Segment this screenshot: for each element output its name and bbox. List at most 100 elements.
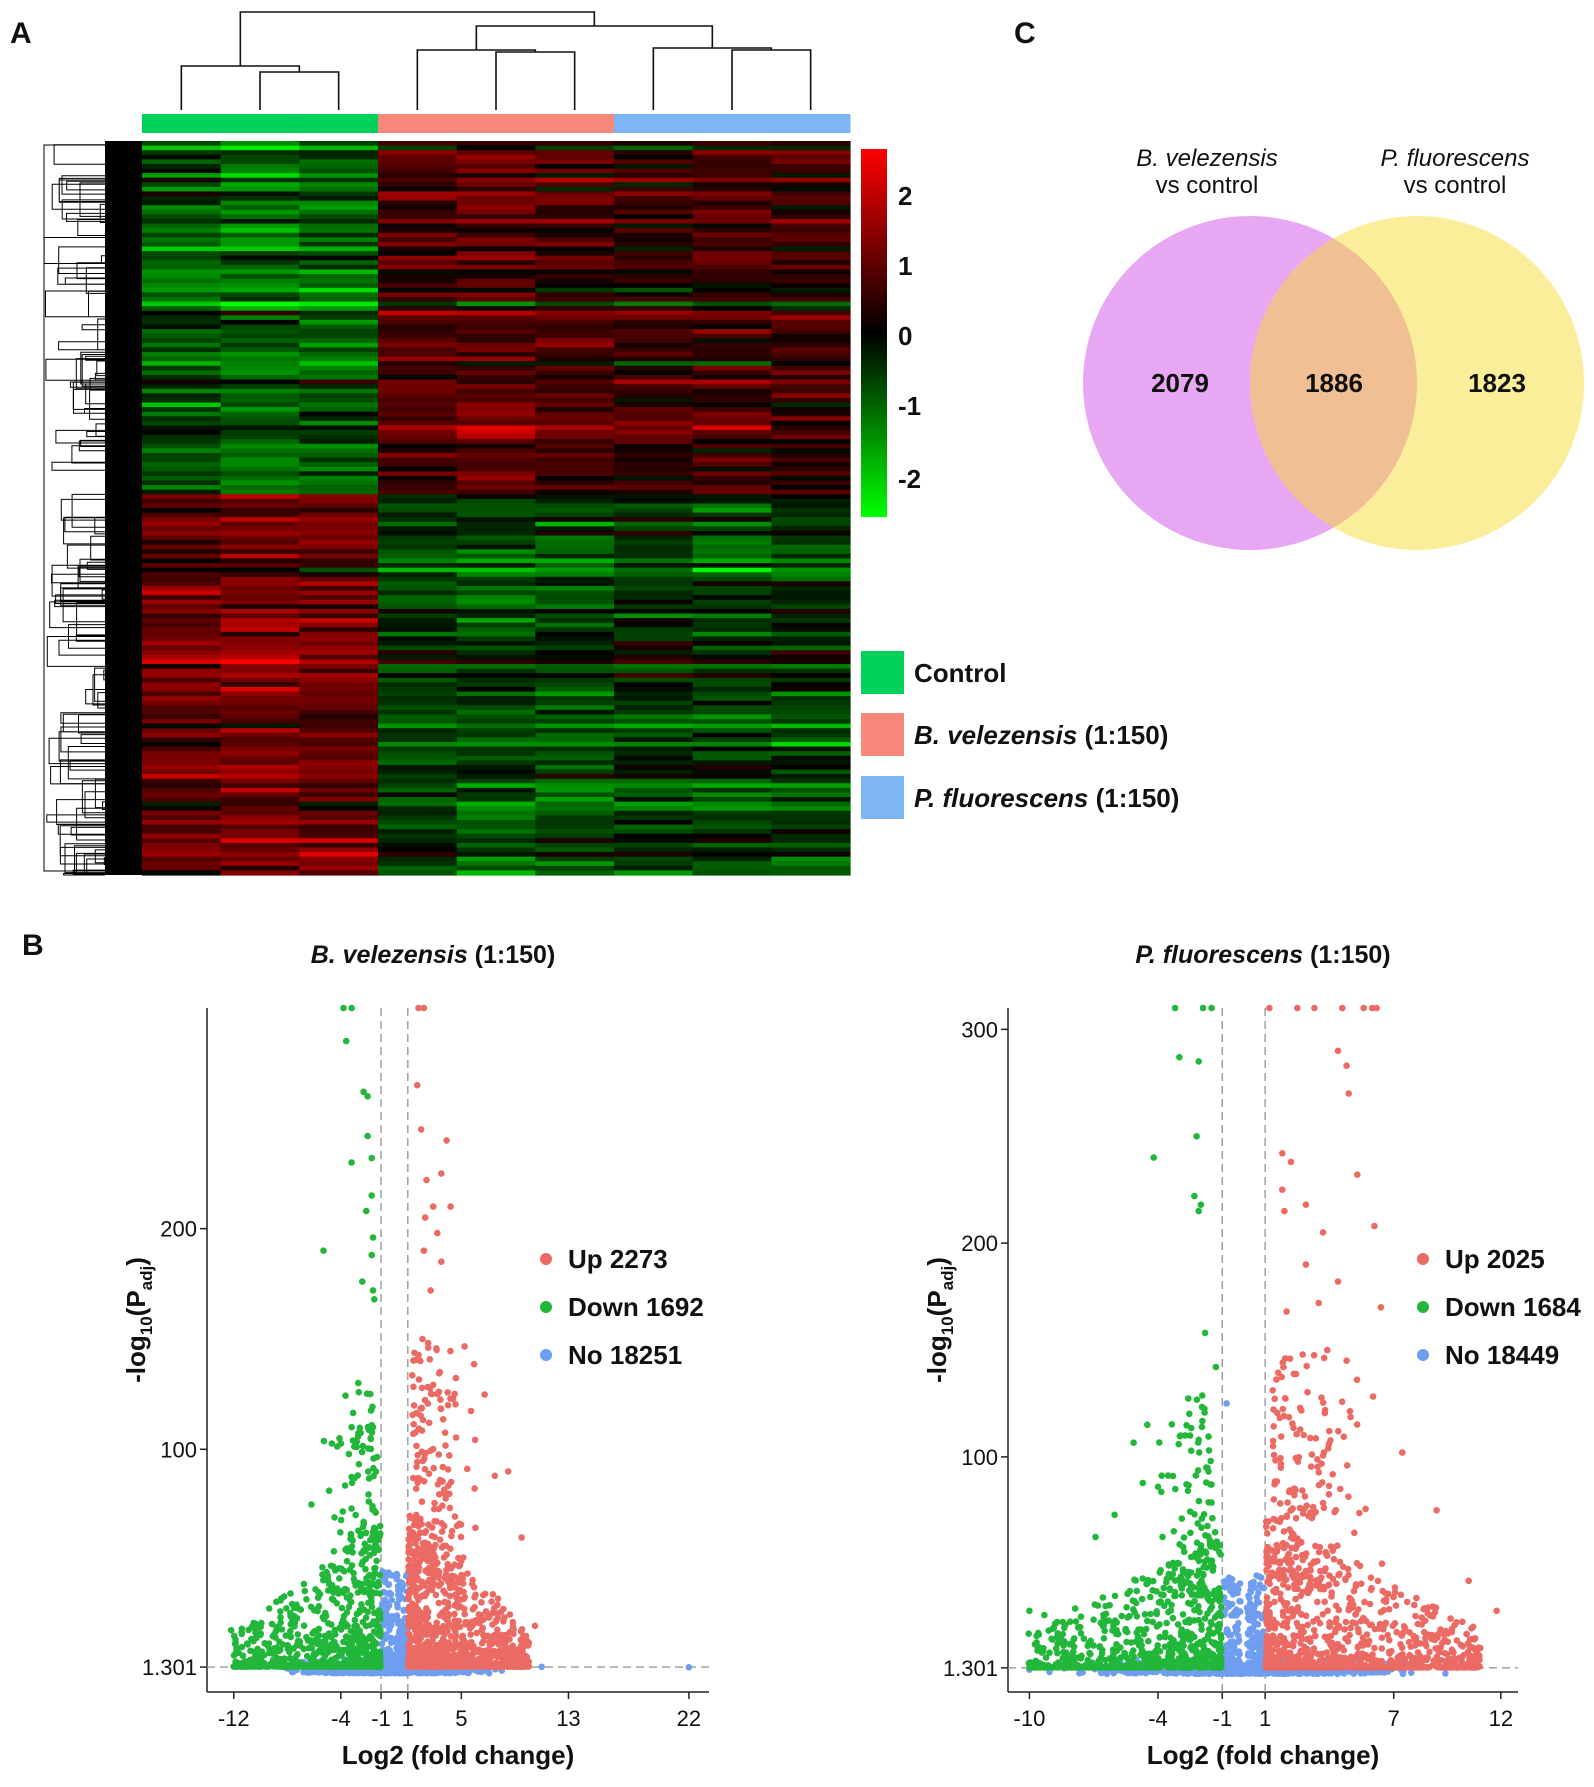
heatmap-cell (771, 228, 851, 234)
heatmap-cell (456, 264, 536, 271)
heatmap-cell (142, 599, 222, 605)
heatmap-cell (378, 530, 458, 537)
heatmap-cell (299, 306, 379, 312)
heatmap-cell (771, 310, 851, 316)
point-down (328, 1595, 336, 1603)
heatmap-cell (535, 274, 615, 280)
heatmap-cell (142, 663, 222, 670)
heatmap-cell (299, 186, 379, 193)
heatmap-cell (142, 489, 222, 495)
heatmap-cell (220, 186, 300, 193)
heatmap-cell (535, 659, 615, 665)
heatmap-cell (299, 604, 379, 610)
heatmap-cell (535, 425, 615, 431)
point-down (301, 1587, 309, 1595)
heatmap-cell (220, 214, 300, 220)
heatmap-cell (220, 833, 300, 839)
heatmap-cell (456, 338, 536, 344)
heatmap-cell (456, 196, 536, 202)
column-group-bar (142, 114, 851, 133)
point-down (328, 1662, 336, 1670)
heatmap-cell (299, 223, 379, 229)
point-up (460, 1605, 468, 1613)
venn-value-right-only: 1823 (1468, 368, 1526, 398)
heatmap-cell (220, 466, 300, 472)
heatmap-cell (535, 599, 615, 605)
point-down (343, 1609, 351, 1616)
heatmap-cell (456, 200, 536, 206)
heatmap-cell (456, 613, 536, 619)
heatmap-cell (220, 269, 300, 275)
point-up (439, 1416, 447, 1423)
heatmap-cell (535, 430, 615, 436)
heatmap-cell (378, 246, 458, 252)
heatmap-cell (142, 480, 222, 486)
heatmap-cell (771, 301, 851, 307)
point-up (434, 1481, 442, 1488)
group-bar-segment (535, 114, 615, 133)
heatmap-cell (220, 829, 300, 835)
heatmap-cell (142, 521, 222, 527)
heatmap-cell (142, 319, 222, 326)
point-up (517, 1642, 525, 1650)
heatmap-cell (220, 797, 300, 803)
heatmap-cell (299, 150, 379, 156)
heatmap-cell (535, 191, 615, 197)
heatmap-cell (299, 402, 379, 408)
heatmap-cell (378, 806, 458, 812)
heatmap-cell (771, 769, 851, 775)
heatmap-cell (535, 769, 615, 775)
point-down (364, 1132, 371, 1140)
heatmap-cell (220, 530, 300, 537)
heatmap-cell (614, 338, 694, 344)
heatmap-cell (614, 654, 694, 660)
heatmap-cell (220, 815, 300, 821)
point-down (368, 1154, 376, 1162)
point-down (227, 1626, 235, 1634)
heatmap-cell (614, 416, 694, 422)
heatmap-cell (378, 829, 458, 835)
heatmap-cell (535, 663, 615, 670)
heatmap-cell (220, 544, 300, 550)
heatmap-cell (142, 567, 222, 573)
heatmap-cell (299, 576, 379, 582)
point-down (333, 1643, 340, 1650)
heatmap-cell (220, 251, 300, 257)
heatmap-cell (771, 324, 851, 330)
heatmap-cell (378, 755, 458, 761)
heatmap-cell (535, 145, 615, 151)
heatmap-cell (456, 618, 536, 624)
heatmap-cell (220, 521, 300, 527)
heatmap-cell (771, 691, 851, 697)
heatmap-cell (142, 150, 222, 156)
heatmap-cell (142, 397, 222, 404)
point-down (320, 1437, 328, 1445)
point-down (315, 1625, 323, 1633)
point-down (369, 1403, 376, 1411)
point-up (442, 1442, 449, 1449)
heatmap-cell (299, 563, 379, 569)
heatmap-cell (535, 815, 615, 821)
heatmap-cell (142, 604, 222, 610)
heatmap-cell (220, 196, 300, 202)
heatmap-cell (692, 677, 772, 683)
point-down (320, 1576, 327, 1584)
heatmap-cell (614, 572, 694, 578)
group-bar-segment (220, 114, 300, 133)
heatmap-cell (614, 815, 694, 821)
point-down (368, 1251, 376, 1259)
heatmap-cell (614, 494, 694, 500)
heatmap-cell (692, 402, 772, 408)
heatmap-cell (692, 503, 772, 509)
dendrogram-branch (259, 71, 340, 110)
point-up (472, 1524, 479, 1532)
heatmap-cell (771, 700, 851, 706)
point-down (324, 1649, 332, 1656)
heatmap-cell (142, 430, 222, 436)
heatmap-cell (535, 485, 615, 491)
heatmap-cell (692, 342, 772, 349)
heatmap-cell (142, 255, 222, 261)
heatmap-cell (535, 296, 615, 303)
heatmap-cell (299, 719, 379, 725)
point-up (467, 1631, 475, 1638)
